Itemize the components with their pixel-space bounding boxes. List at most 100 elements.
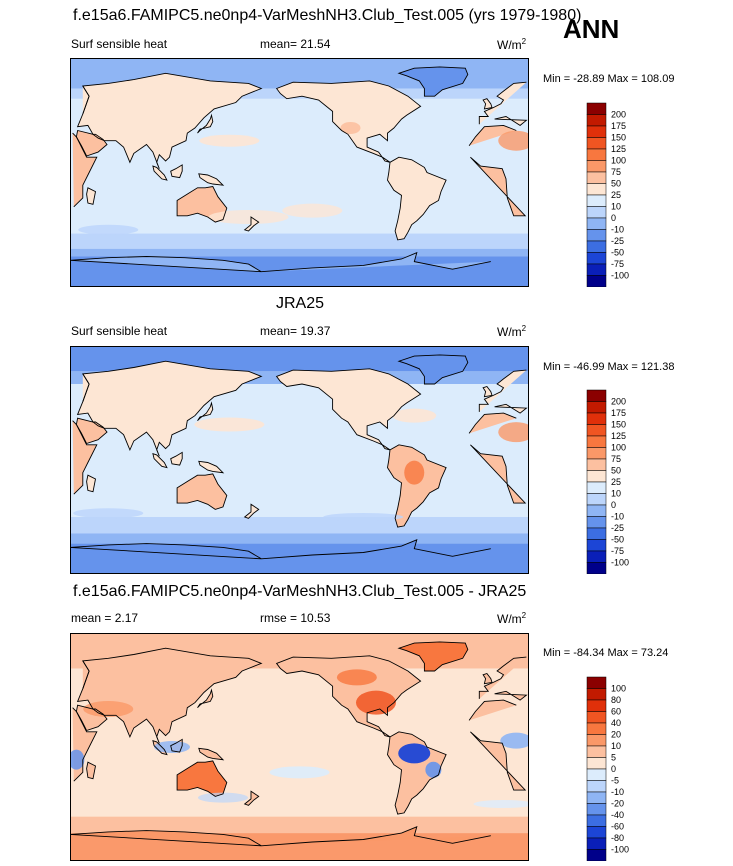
colorbar-tick-label: 25 (611, 477, 621, 487)
colorbar-swatch (586, 412, 607, 425)
panel-1-map (70, 58, 529, 287)
land-field-europe (82, 370, 527, 414)
colorbar-swatch (586, 389, 607, 402)
field-patch (356, 690, 396, 715)
land-field-australia (177, 473, 227, 510)
colorbar-swatch (586, 745, 607, 758)
land-field-europe (82, 657, 527, 701)
coastline-newguinea (198, 747, 225, 761)
land-field-newguinea (198, 173, 223, 186)
land-field-europe (82, 82, 527, 126)
colorbar-swatch (586, 768, 607, 781)
colorbar-tick-label: -5 (611, 776, 619, 786)
land-field-borneo (170, 164, 183, 178)
colorbar-swatch (586, 803, 607, 816)
colorbar-tick-label: 80 (611, 695, 621, 705)
land-field-australia (177, 186, 227, 223)
land-field-namerica (276, 655, 421, 737)
colorbar-swatch (586, 527, 607, 540)
colorbar-tick-label: 50 (611, 179, 621, 189)
colorbar-swatch (586, 562, 607, 574)
colorbar-swatch (586, 791, 607, 804)
colorbar-tick-label: 50 (611, 466, 621, 476)
colorbar-tick-label: 200 (611, 110, 626, 120)
colorbar-swatch (586, 734, 607, 747)
field-patch (73, 508, 144, 519)
coastline-greenland (397, 641, 469, 672)
land-field-asia (77, 73, 262, 169)
land-field-greenland (398, 354, 468, 384)
colorbar-tick-label: -100 (611, 558, 629, 568)
panel-3-minmax: Min = -84.34 Max = 73.24 (543, 647, 669, 659)
colorbar-swatch (586, 481, 607, 494)
land-field-sumatra (152, 453, 167, 468)
colorbar-swatch (586, 516, 607, 529)
colorbar-tick-label: 60 (611, 707, 621, 717)
colorbar-swatch (586, 539, 607, 552)
colorbar-swatch (586, 722, 607, 735)
land-field-africa (72, 413, 526, 504)
coastline-uk (482, 98, 493, 110)
land-field-samerica (387, 157, 447, 240)
map-frame (70, 346, 529, 574)
colorbar-swatch (586, 699, 607, 712)
colorbar-swatch (586, 206, 607, 219)
panel-2-left-label: Surf sensible heat (71, 324, 168, 338)
colorbar-tick-label: 5 (611, 753, 616, 763)
coastline-arabia (75, 417, 108, 445)
colorbar-tick-label: 150 (611, 133, 626, 143)
coastline-greenland (397, 354, 469, 385)
panel-1-center-label: mean= 21.54 (260, 37, 331, 51)
land-field-africa (72, 700, 526, 791)
panel-3-title: f.e15a6.FAMIPC5.ne0np4-VarMeshNH3.Club_T… (73, 583, 527, 600)
coastline-japan (197, 401, 214, 422)
field-patch (198, 792, 248, 803)
colorbar-tick-label: 10 (611, 489, 621, 499)
colorbar-tick-label: 75 (611, 167, 621, 177)
land-field-borneo (170, 452, 183, 466)
land-field-sumatra (152, 166, 167, 181)
coastline-namerica (275, 655, 422, 738)
map-frame (70, 633, 529, 861)
colorbar-swatch (586, 849, 607, 861)
colorbar-tick-label: -100 (611, 271, 629, 281)
panel-2-center-label: mean= 19.37 (260, 324, 331, 338)
land-field-newguinea (198, 461, 223, 473)
field-band (70, 248, 529, 257)
field-patch (404, 460, 425, 485)
field-band (70, 533, 529, 544)
panel-3-units: W/m2 (497, 611, 527, 626)
coastline-nz (243, 790, 260, 806)
coastline-samerica (387, 156, 447, 241)
colorbar-swatch (586, 757, 607, 770)
panel-1-title: f.e15a6.FAMIPC5.ne0np4-VarMeshNH3.Club_T… (73, 7, 582, 24)
land-field-africa (72, 125, 526, 216)
panel-3-center-label: rmse = 10.53 (260, 611, 331, 625)
field-patch (78, 224, 139, 235)
coastline-japan (197, 688, 214, 709)
colorbar-swatch (586, 160, 607, 173)
colorbar-tick-label: 0 (611, 500, 616, 510)
land-field-nz (244, 791, 259, 806)
panel-2-units: W/m2 (497, 324, 527, 339)
land-field-namerica (276, 368, 421, 450)
colorbar-tick-label: -10 (611, 225, 624, 235)
field-patch (340, 121, 361, 134)
field-patch (425, 761, 442, 778)
land-field-antarctica (70, 539, 491, 559)
land-field-arabia (76, 705, 107, 731)
colorbar-tick-label: -10 (611, 512, 624, 522)
field-patch (323, 513, 404, 521)
land-field-namerica (276, 80, 421, 163)
colorbar-swatch (586, 401, 607, 414)
coastline-newguinea (198, 460, 225, 474)
panel-3-map (70, 633, 529, 861)
panel-2-title: JRA25 (276, 295, 325, 312)
colorbar-tick-label: 200 (611, 397, 626, 407)
coastline-australia (176, 760, 228, 797)
colorbar-swatch (586, 493, 607, 506)
field-patch (83, 701, 134, 717)
land-field-nz (244, 504, 259, 519)
